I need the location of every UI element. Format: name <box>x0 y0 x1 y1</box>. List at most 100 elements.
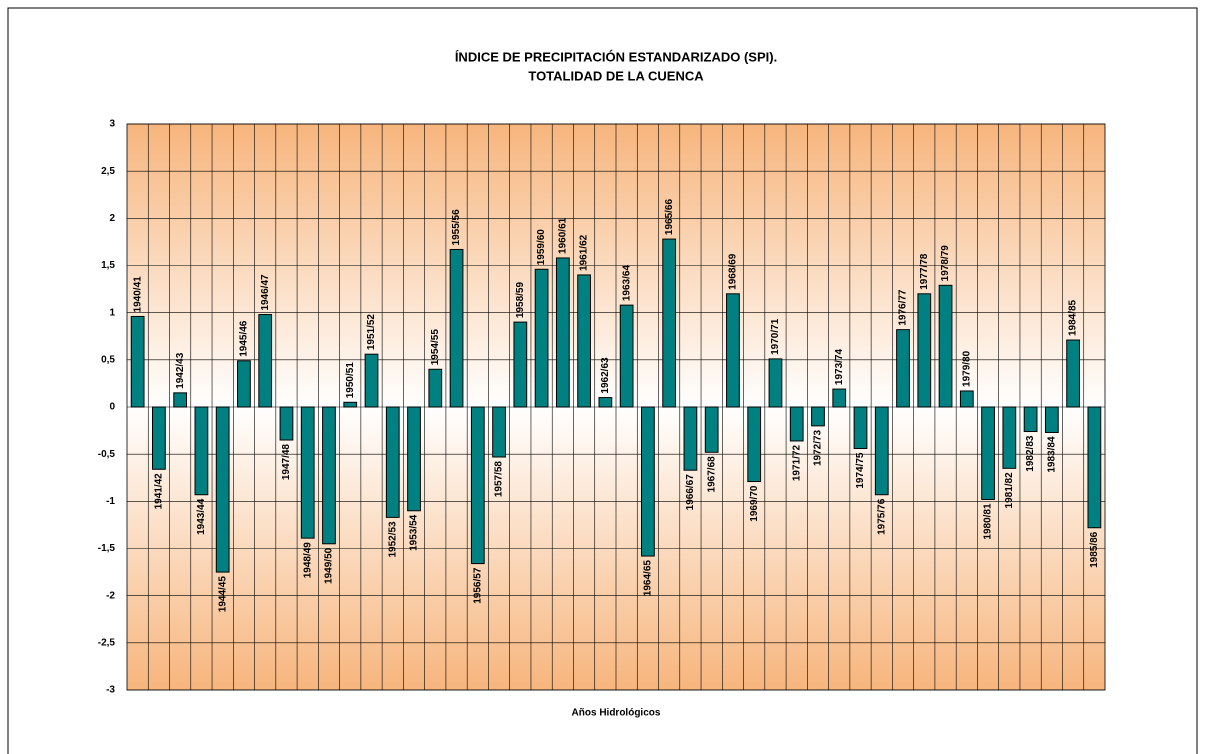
bar-label: 1952/53 <box>387 521 398 558</box>
bar-label: 1962/63 <box>600 357 611 394</box>
bar <box>258 314 273 408</box>
bar <box>343 401 358 408</box>
bar <box>1023 406 1038 433</box>
chart-title: ÍNDICE DE PRECIPITACIÓN ESTANDARIZADO (S… <box>455 49 777 64</box>
y-tick-label: 2 <box>109 213 115 224</box>
bar <box>385 406 400 518</box>
bar-label: 1983/84 <box>1046 436 1057 473</box>
bar-label: 1968/69 <box>728 253 739 290</box>
bar <box>917 293 932 408</box>
bar-label: 1959/60 <box>536 229 547 266</box>
chart-subtitle: TOTALIDAD DE LA CUENCA <box>528 68 704 83</box>
bar <box>300 406 315 539</box>
bar-label: 1954/55 <box>430 329 441 366</box>
bar <box>747 406 762 483</box>
bar-label: 1953/54 <box>409 514 420 551</box>
bar <box>513 321 528 408</box>
bar-label: 1980/81 <box>983 503 994 540</box>
bar-label: 1974/75 <box>855 452 866 489</box>
bar-label: 1942/43 <box>175 352 186 389</box>
y-tick-label: 0,5 <box>101 354 115 365</box>
bar <box>130 315 145 408</box>
bar <box>619 304 634 408</box>
bar-label: 1982/83 <box>1025 435 1036 472</box>
bar-label: 1975/76 <box>876 498 887 535</box>
bar <box>173 392 188 408</box>
bar-label: 1970/71 <box>770 318 781 355</box>
bar <box>662 238 677 408</box>
y-tick-label: -1 <box>106 496 115 507</box>
bar-label: 1940/41 <box>132 276 143 313</box>
bar <box>449 248 464 408</box>
bar-label: 1964/65 <box>643 560 654 597</box>
bar <box>789 406 804 442</box>
bar-label: 1976/77 <box>898 289 909 326</box>
y-tick-label: -3 <box>106 685 115 696</box>
bar-label: 1945/46 <box>239 320 250 357</box>
y-tick-label: 0 <box>109 402 115 413</box>
bar <box>896 329 910 408</box>
bar-label: 1972/73 <box>813 429 824 466</box>
bar-label: 1951/52 <box>366 314 377 351</box>
bar <box>152 406 166 470</box>
bar-label: 1943/44 <box>196 498 207 535</box>
bar-label: 1961/62 <box>579 234 590 271</box>
bar <box>194 406 209 496</box>
bar-label: 1956/57 <box>472 567 483 604</box>
y-tick-label: 3 <box>109 119 115 130</box>
bar <box>726 293 740 408</box>
bar <box>598 397 613 408</box>
y-tick-label: 1,5 <box>101 260 115 271</box>
bar <box>811 406 825 427</box>
bar <box>1066 339 1080 408</box>
y-tick-label: -0,5 <box>98 449 116 460</box>
bar-label: 1955/56 <box>451 209 462 246</box>
bar-label: 1977/78 <box>919 253 930 290</box>
bar-label: 1978/79 <box>940 245 951 282</box>
bar <box>683 406 698 471</box>
bar <box>938 284 953 408</box>
bar-label: 1946/47 <box>260 274 271 311</box>
bar <box>832 388 847 408</box>
bar <box>641 406 655 557</box>
bar-label: 1979/80 <box>961 350 972 387</box>
x-axis-label: Años Hidrológicos <box>572 708 661 719</box>
bar <box>428 368 443 408</box>
bar <box>492 406 506 458</box>
bar <box>322 406 336 545</box>
y-tick-label: -1,5 <box>98 543 116 554</box>
bar-label: 1981/82 <box>1004 472 1015 509</box>
bar-label: 1973/74 <box>834 348 845 385</box>
bar-label: 1984/85 <box>1068 299 1079 336</box>
bar-label: 1947/48 <box>281 444 292 481</box>
bar <box>364 353 379 408</box>
bar-label: 1985/86 <box>1089 531 1100 568</box>
bar <box>874 406 889 496</box>
bar-label: 1967/68 <box>706 456 717 493</box>
bar <box>1002 406 1017 469</box>
bar <box>407 406 421 512</box>
bar <box>768 358 783 408</box>
y-tick-label: -2,5 <box>98 637 116 648</box>
bar <box>981 406 995 500</box>
bar-label: 1966/67 <box>685 474 696 511</box>
bar <box>470 406 485 565</box>
bar-label: 1948/49 <box>302 542 313 579</box>
bar-label: 1963/64 <box>621 265 632 302</box>
bar <box>534 268 549 408</box>
bar <box>577 274 591 408</box>
bar <box>704 406 719 453</box>
bar-label: 1957/58 <box>494 461 505 498</box>
bar <box>853 406 868 450</box>
bar-label: 1950/51 <box>345 362 356 399</box>
y-tick-label: -2 <box>106 590 115 601</box>
y-tick-label: 2,5 <box>101 166 115 177</box>
bar-label: 1960/61 <box>557 217 568 254</box>
bar <box>1087 406 1102 529</box>
bar-label: 1971/72 <box>791 445 802 482</box>
bar <box>555 257 570 408</box>
bar-label: 1949/50 <box>324 547 335 584</box>
bar-label: 1965/66 <box>664 199 675 236</box>
bar <box>279 406 294 441</box>
